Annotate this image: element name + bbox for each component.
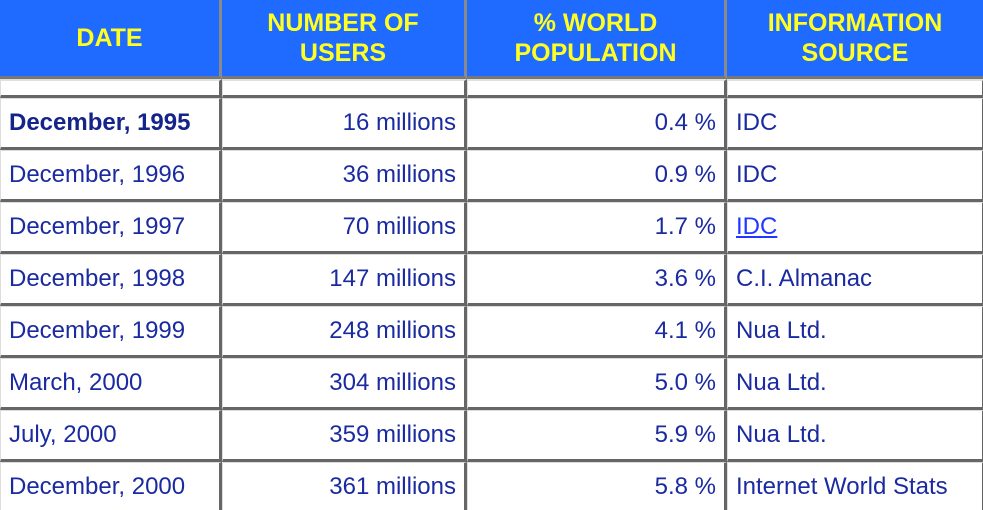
percent-cell: 0.9 % (467, 150, 727, 202)
users-cell: 359 millions (222, 410, 467, 462)
date-cell: July, 2000 (0, 410, 222, 462)
users-cell: 248 millions (222, 306, 467, 358)
source-cell: IDC (727, 150, 983, 202)
table-row: July, 2000 359 millions 5.9 % Nua Ltd. (0, 410, 983, 462)
percent-cell: 4.1 % (467, 306, 727, 358)
percent-cell: 5.8 % (467, 462, 727, 510)
idc-source-link[interactable]: IDC (736, 213, 778, 240)
users-cell: 147 millions (222, 254, 467, 306)
date-cell: December, 1998 (0, 254, 222, 306)
header-percent: % WORLD POPULATION (467, 0, 727, 79)
users-cell: 36 millions (222, 150, 467, 202)
users-cell: 361 millions (222, 462, 467, 510)
table-row: March, 2000 304 millions 5.0 % Nua Ltd. (0, 358, 983, 410)
spacer-row (0, 79, 983, 98)
header-source: INFORMATION SOURCE (727, 0, 983, 79)
users-cell: 16 millions (222, 98, 467, 150)
users-cell: 70 millions (222, 202, 467, 254)
date-cell: December, 2000 (0, 462, 222, 510)
table-row: December, 2000 361 millions 5.8 % Intern… (0, 462, 983, 510)
header-date: DATE (0, 0, 222, 79)
source-cell: Nua Ltd. (727, 410, 983, 462)
table-row: December, 1995 16 millions 0.4 % IDC (0, 98, 983, 150)
table-row: December, 1996 36 millions 0.9 % IDC (0, 150, 983, 202)
percent-cell: 1.7 % (467, 202, 727, 254)
date-cell: March, 2000 (0, 358, 222, 410)
header-users: NUMBER OF USERS (222, 0, 467, 79)
date-cell: December, 1997 (0, 202, 222, 254)
date-cell: December, 1995 (0, 98, 222, 150)
table-row: December, 1997 70 millions 1.7 % IDC (0, 202, 983, 254)
source-cell: Nua Ltd. (727, 306, 983, 358)
percent-cell: 0.4 % (467, 98, 727, 150)
users-cell: 304 millions (222, 358, 467, 410)
source-cell: Internet World Stats (727, 462, 983, 510)
percent-cell: 3.6 % (467, 254, 727, 306)
percent-cell: 5.0 % (467, 358, 727, 410)
date-cell: December, 1999 (0, 306, 222, 358)
source-cell: Nua Ltd. (727, 358, 983, 410)
source-cell: IDC (727, 202, 983, 254)
table-row: December, 1999 248 millions 4.1 % Nua Lt… (0, 306, 983, 358)
date-cell: December, 1996 (0, 150, 222, 202)
header-row: DATE NUMBER OF USERS % WORLD POPULATION … (0, 0, 983, 79)
source-cell: IDC (727, 98, 983, 150)
source-cell: C.I. Almanac (727, 254, 983, 306)
table-row: December, 1998 147 millions 3.6 % C.I. A… (0, 254, 983, 306)
percent-cell: 5.9 % (467, 410, 727, 462)
